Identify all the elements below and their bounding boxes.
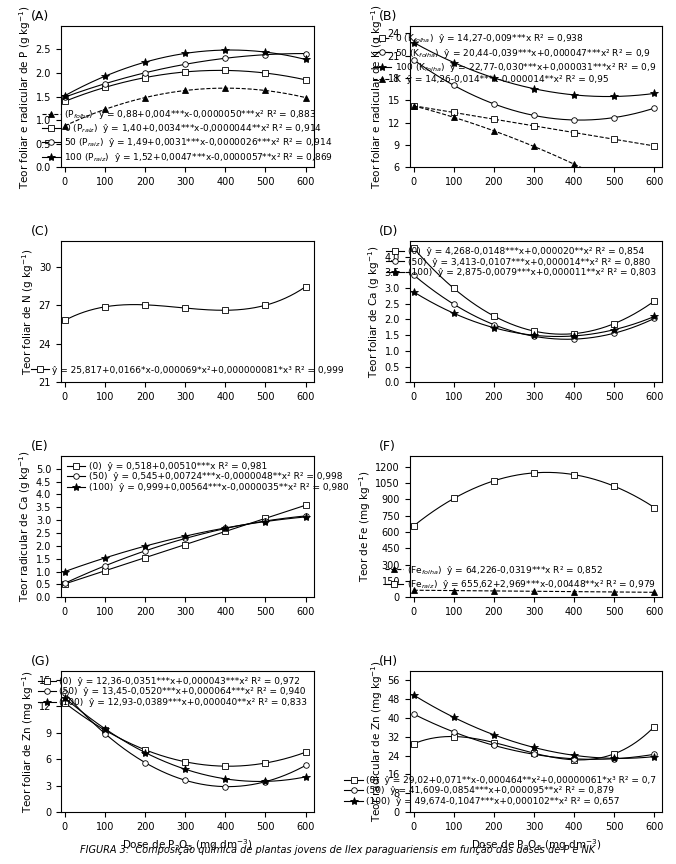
X-axis label: Dose de P$_2$O$_5$ (mg dm$^{-3}$): Dose de P$_2$O$_5$ (mg dm$^{-3}$)	[471, 837, 601, 854]
Legend: ŷ = 25,817+0,0166*x-0,000069*x²+0,000000081*x³ R² = 0,999: ŷ = 25,817+0,0166*x-0,000069*x²+0,000000…	[29, 364, 345, 377]
Legend: (0)  ŷ = 0,518+0,00510***x R² = 0,981, (50)  ŷ = 0,545+0,00724***x-0,0000048**x²: (0) ŷ = 0,518+0,00510***x R² = 0,981, (5…	[66, 461, 350, 493]
Text: (F): (F)	[379, 440, 396, 453]
Text: (B): (B)	[379, 10, 397, 23]
Y-axis label: Teor foliar de Zn (mg kg$^{-1}$): Teor foliar de Zn (mg kg$^{-1}$)	[20, 670, 36, 813]
Legend: (0)  ŷ = 29,02+0,071**x-0,000464**x²+0,00000061*x³ R² = 0,7, (50)  ŷ = 41,609-0,: (0) ŷ = 29,02+0,071**x-0,000464**x²+0,00…	[343, 774, 658, 808]
Y-axis label: Teor foliar de Ca (g kg$^{-1}$): Teor foliar de Ca (g kg$^{-1}$)	[366, 245, 382, 378]
Text: (A): (A)	[30, 10, 49, 23]
Y-axis label: Teor foliar e radicular de P (g kg$^{-1}$): Teor foliar e radicular de P (g kg$^{-1}…	[17, 4, 33, 188]
Y-axis label: Teor foliar e radicular de K (g kg$^{-1}$): Teor foliar e radicular de K (g kg$^{-1}…	[369, 4, 385, 189]
Legend: (P$_{folha}$)  ŷ = 0,88+0,004***x-0,0000050***x² R² = 0,883, 0 (P$_{raiz}$)  ŷ =: (P$_{folha}$) ŷ = 0,88+0,004***x-0,00000…	[40, 106, 335, 166]
Y-axis label: Teor de Fe (mg kg$^{-1}$): Teor de Fe (mg kg$^{-1}$)	[357, 471, 372, 582]
Y-axis label: Teor foliar de N (g kg$^{-1}$): Teor foliar de N (g kg$^{-1}$)	[20, 248, 36, 375]
Legend: (Fe$_{folha}$)  ŷ = 64,226-0,0319***x R² = 0,852, (Fe$_{raiz}$)  ŷ = 655,62+2,96: (Fe$_{folha}$) ŷ = 64,226-0,0319***x R² …	[383, 562, 658, 593]
Text: (H): (H)	[379, 655, 398, 668]
Text: FIGURA 3:  Composição química de plantas jovens de Ilex paraguariensis em função: FIGURA 3: Composição química de plantas …	[80, 845, 596, 855]
X-axis label: Dose de P$_2$O$_5$ (mg dm$^{-3}$): Dose de P$_2$O$_5$ (mg dm$^{-3}$)	[122, 837, 252, 854]
Text: (D): (D)	[379, 225, 399, 238]
Y-axis label: Teor radicular de Ca (g kg$^{-1}$): Teor radicular de Ca (g kg$^{-1}$)	[17, 451, 33, 602]
Y-axis label: Teor radicular de Zn (mg kg$^{-1}$): Teor radicular de Zn (mg kg$^{-1}$)	[369, 660, 385, 823]
Text: (E): (E)	[30, 440, 48, 453]
Legend: (0)  ŷ = 12,36-0,0351***x+0,000043***x² R² = 0,972, (50)  ŷ = 13,45-0,0520***x+0: (0) ŷ = 12,36-0,0351***x+0,000043***x² R…	[36, 676, 309, 708]
Legend: 0 (K$_{folha}$)  ŷ = 14,27-0,009***x R² = 0,938, 50 (K$_{folha}$)  ŷ = 20,44-0,0: 0 (K$_{folha}$) ŷ = 14,27-0,009***x R² =…	[371, 30, 658, 86]
Legend: (0)  ŷ = 4,268-0,0148***x+0,000020**x² R² = 0,854, (50)  ŷ = 3,413-0,0107***x+0,: (0) ŷ = 4,268-0,0148***x+0,000020**x² R²…	[385, 245, 658, 279]
Text: (C): (C)	[30, 225, 49, 238]
Text: (G): (G)	[30, 655, 50, 668]
